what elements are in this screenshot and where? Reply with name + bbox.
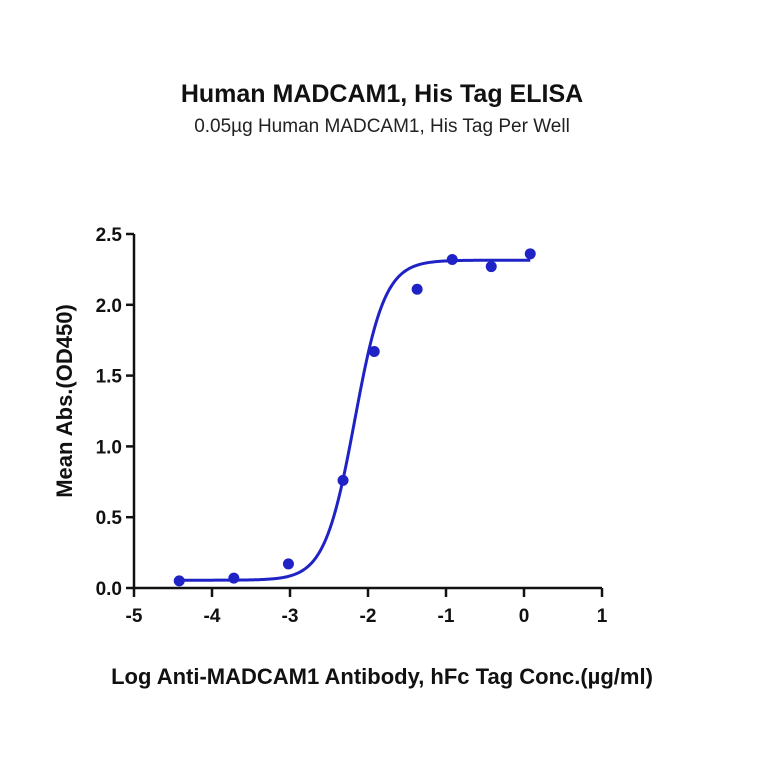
- x-tick-label: 0: [519, 606, 530, 627]
- y-tick-label: 0.0: [96, 579, 122, 600]
- data-point: [282, 558, 294, 570]
- y-tick-label: 2.5: [96, 225, 123, 246]
- data-points: [173, 248, 536, 587]
- y-axis-label: Mean Abs.(OD450): [52, 304, 77, 498]
- y-tick-label: 1.0: [96, 437, 122, 458]
- y-tick-label: 0.5: [96, 508, 123, 529]
- x-tick-label: -2: [360, 606, 377, 627]
- chart-title: Human MADCAM1, His Tag ELISA: [181, 80, 583, 108]
- x-tick-label: 1: [597, 606, 608, 627]
- x-tick-label: -1: [438, 606, 455, 627]
- x-ticks: -5 -4 -3 -2 -1 0 1: [126, 588, 608, 627]
- x-tick-label: -3: [282, 606, 299, 627]
- chart-subtitle: 0.05µg Human MADCAM1, His Tag Per Well: [194, 116, 570, 137]
- data-point: [524, 248, 536, 260]
- data-point: [485, 261, 497, 273]
- x-tick-label: -4: [204, 606, 221, 627]
- data-point: [228, 572, 240, 584]
- x-tick-label: -5: [126, 606, 143, 627]
- data-point: [368, 346, 380, 358]
- data-point: [173, 575, 185, 587]
- y-ticks: 0.0 0.5 1.0 1.5 2.0 2.5: [96, 225, 134, 600]
- x-axis-label: Log Anti-MADCAM1 Antibody, hFc Tag Conc.…: [111, 664, 653, 689]
- data-point: [446, 253, 458, 265]
- data-point: [411, 283, 423, 295]
- fit-curve: [179, 258, 531, 582]
- axes: [132, 234, 602, 590]
- y-tick-label: 1.5: [96, 367, 123, 388]
- y-tick-label: 2.0: [96, 296, 122, 317]
- data-point: [337, 474, 349, 486]
